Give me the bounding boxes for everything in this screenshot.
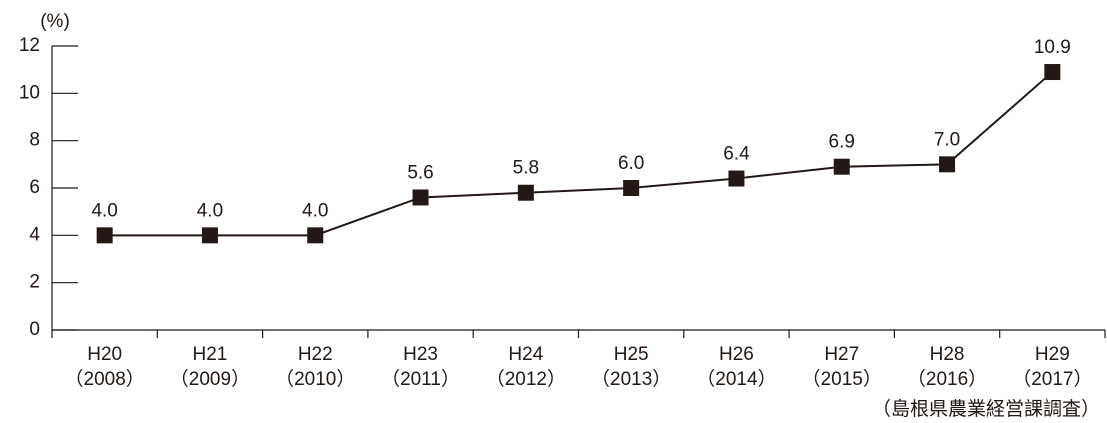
marker: [623, 180, 640, 196]
x-tick-label: H20: [87, 344, 122, 365]
x-tick-label: （2015）: [802, 368, 882, 390]
x-tick-label: （2009）: [170, 368, 250, 390]
x-tick-label: H23: [403, 344, 438, 365]
x-tick-label: H24: [508, 344, 543, 365]
y-tick-label: 4: [29, 224, 40, 245]
y-tick-label: 2: [29, 272, 40, 293]
marker: [833, 158, 850, 175]
data-label: 7.0: [934, 129, 960, 150]
data-label: 6.0: [618, 153, 644, 174]
x-tick-label: （2008）: [65, 368, 145, 390]
data-label: 4.0: [302, 200, 328, 221]
data-label: 4.0: [197, 200, 223, 221]
y-tick-label: 8: [29, 130, 40, 151]
data-label: 5.6: [407, 162, 433, 183]
x-tick-label: （2013）: [591, 368, 671, 390]
x-tick-label: H21: [193, 344, 228, 365]
x-tick-label: （2014）: [696, 368, 776, 390]
x-tick-label: H29: [1035, 344, 1070, 365]
x-tick-label: （2011）: [381, 368, 460, 390]
data-label: 4.0: [91, 200, 117, 221]
x-tick-label: H28: [930, 344, 965, 365]
x-tick-label: H22: [298, 344, 333, 365]
y-tick-label: 10: [19, 82, 40, 103]
y-tick-label: 6: [29, 177, 40, 198]
x-tick-label: （2017）: [1012, 368, 1092, 390]
marker: [728, 170, 745, 187]
marker: [307, 227, 324, 244]
x-tick-label: H25: [614, 344, 649, 365]
data-label: 6.4: [723, 144, 750, 165]
data-label: 6.9: [829, 132, 855, 153]
data-label: 10.9: [1034, 37, 1071, 58]
x-tick-label: （2012）: [486, 368, 566, 390]
data-label: 5.8: [513, 158, 539, 179]
y-tick-label: 0: [29, 319, 40, 340]
x-tick-label: H26: [719, 344, 754, 365]
source: （島根県農業経営課調査）: [872, 398, 1100, 420]
y-unit: (%): [40, 11, 70, 32]
line: [104, 71, 1054, 237]
marker: [201, 227, 218, 244]
marker: [412, 189, 429, 206]
x-tick-label: （2010）: [275, 368, 355, 390]
marker: [939, 156, 956, 173]
marker: [96, 227, 113, 244]
y-tick-label: 12: [19, 35, 40, 56]
marker: [1044, 64, 1061, 81]
x-tick-label: （2016）: [907, 368, 987, 390]
x-tick-label: H27: [824, 344, 859, 365]
marker: [517, 184, 534, 201]
